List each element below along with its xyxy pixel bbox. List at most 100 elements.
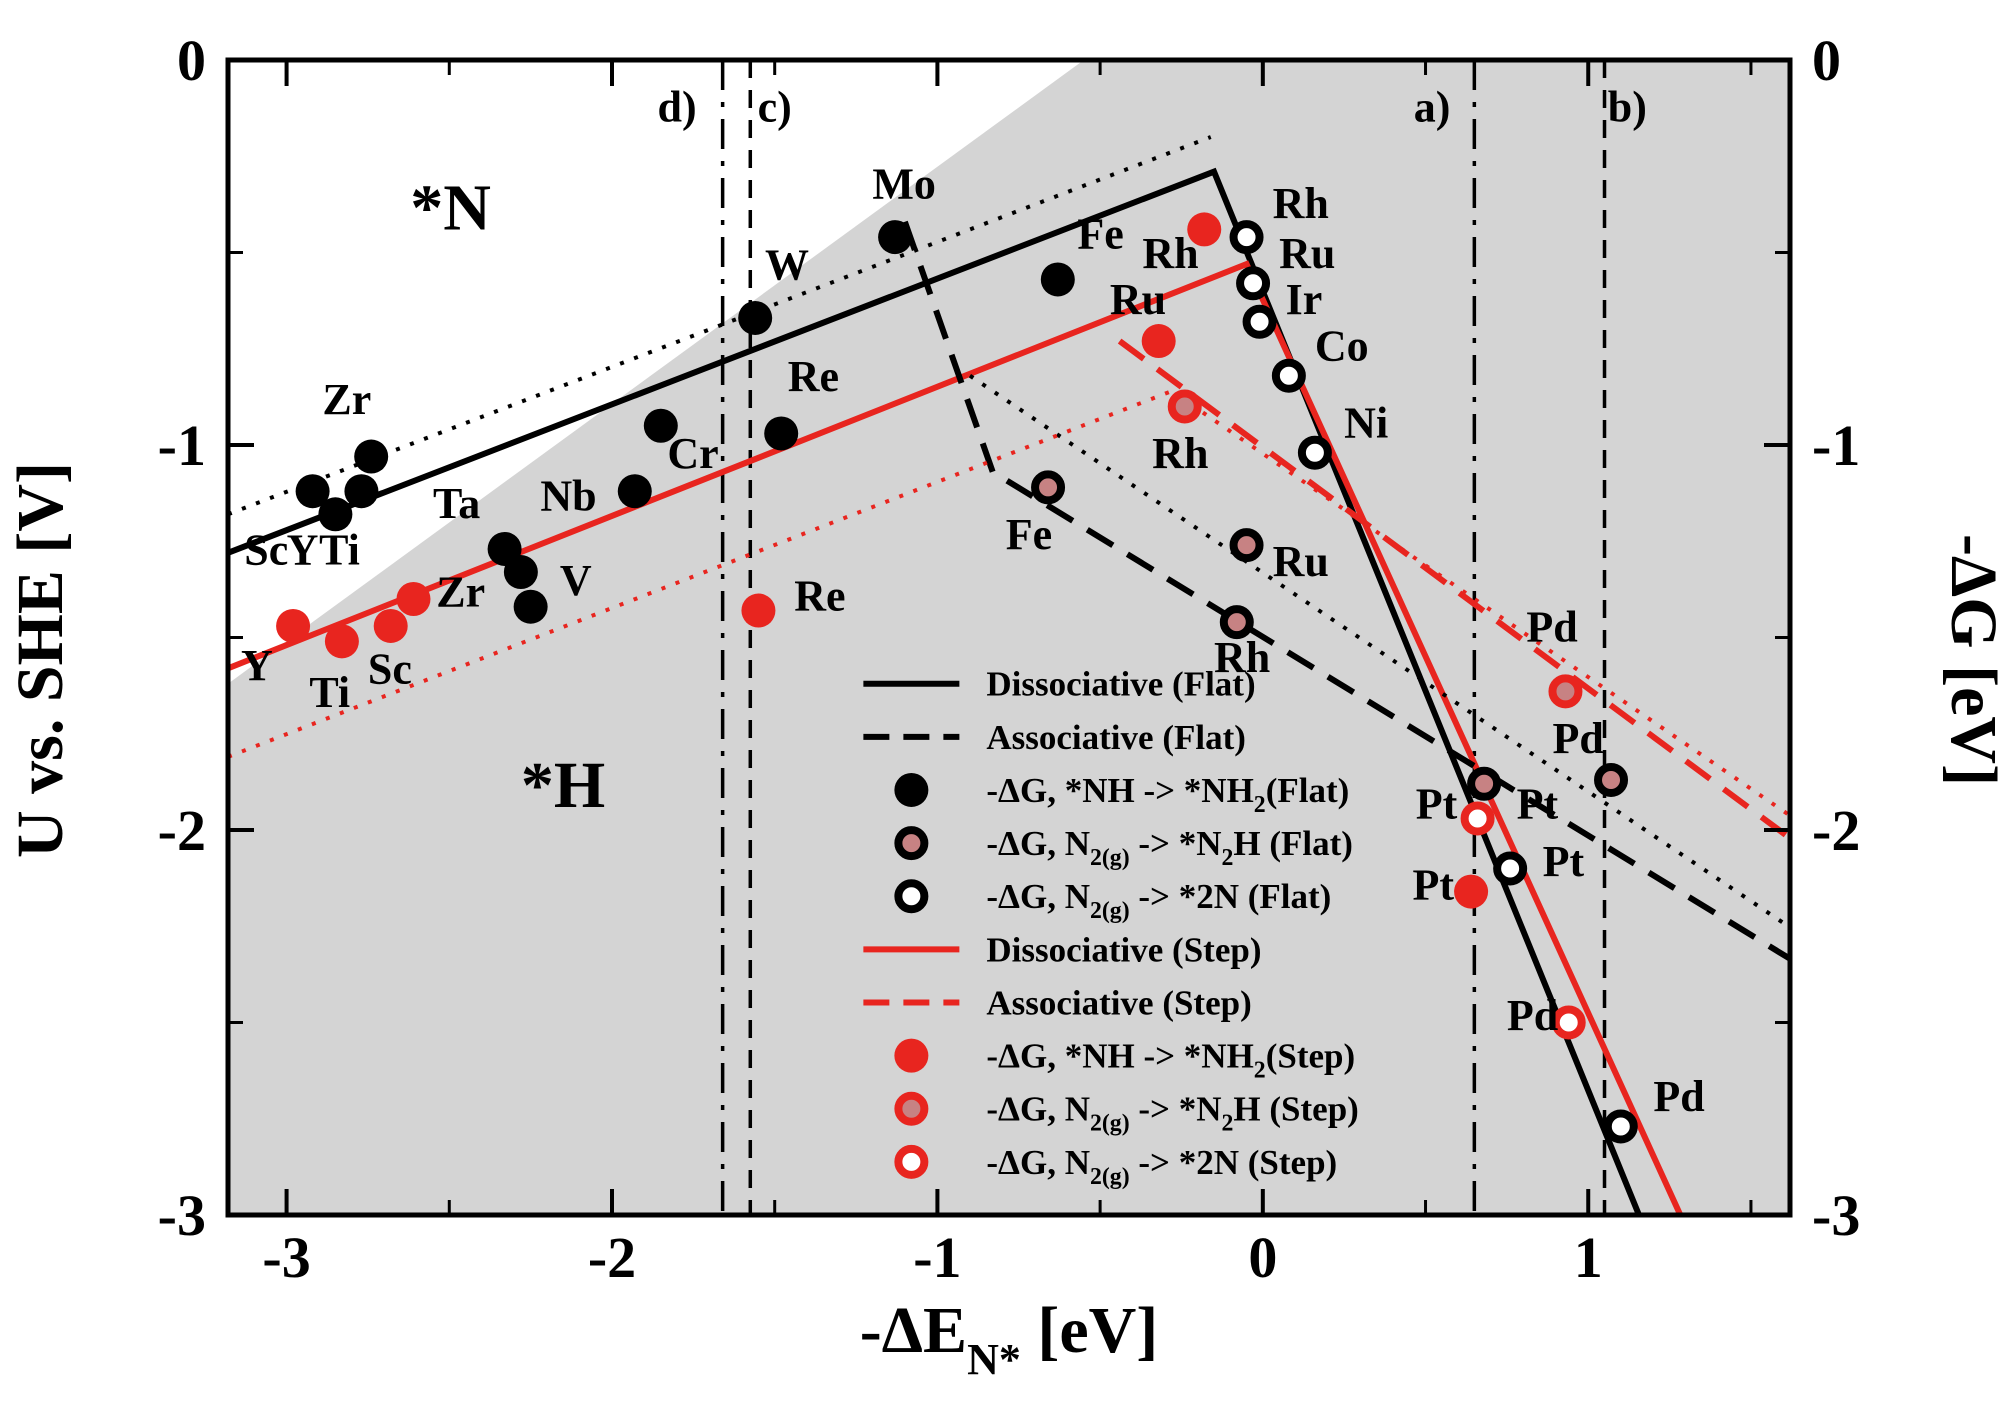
annotation-Ru: Ru [1279, 229, 1335, 278]
point-flat-2n-Co [1271, 358, 1306, 393]
y-axis-title-left: U vs. SHE [V] [4, 462, 77, 858]
point-flat-2n-Pd [1603, 1109, 1638, 1144]
point-flat-nh2-7 [643, 408, 678, 443]
legend-item-0: Dissociative (Flat) [863, 665, 1256, 704]
legend-item-9: -ΔG, N2(g) -> *2N (Step) [894, 1143, 1337, 1190]
legend-marker-filled [894, 772, 929, 807]
y-tick-label-right--2: -2 [1812, 798, 1860, 863]
point-flat-n2h-Pt [1467, 766, 1502, 801]
annotation-Rh: Rh [1214, 633, 1270, 682]
series-flat-n2h [1031, 470, 1629, 801]
legend: Dissociative (Flat) Associative (Flat) -ΔG… [863, 665, 1359, 1190]
point-flat-nh2-W [738, 300, 773, 335]
annotation-Pt: Pt [1413, 860, 1455, 909]
legend-item-6: Associative (Step) [863, 983, 1252, 1022]
annotation-Zr: Zr [322, 375, 371, 424]
y-tick-label-left--1: -1 [158, 413, 206, 478]
x-axis-title-sub: N* [967, 1335, 1021, 1384]
point-flat-2n-Pt [1493, 851, 1528, 886]
annotation-Pt: Pt [1416, 779, 1458, 828]
annotation-Pt: Pt [1543, 837, 1585, 886]
region-label-H: *H [521, 749, 605, 822]
x-tick-label-1: 1 [1574, 1225, 1603, 1290]
annotation-Pt: Pt [1517, 779, 1559, 828]
annotation-Ni: Ni [1344, 398, 1388, 447]
annotation-Ru: Ru [1273, 537, 1329, 586]
point-step-n2h-Pd [1548, 674, 1583, 709]
annotation-Mo: Mo [872, 160, 936, 209]
annotation-Pd: Pd [1507, 991, 1558, 1040]
annotation-Ir: Ir [1286, 275, 1323, 324]
line-scaling-flat-left [228, 135, 1212, 517]
line-associative-step [1117, 338, 1790, 842]
series-step-n2h [1167, 389, 1583, 709]
legend-marker-filled [894, 1038, 929, 1073]
series-step-2n [1460, 801, 1586, 1040]
point-step-2n-Pd [1551, 1005, 1586, 1040]
point-flat-2n-Ir [1242, 304, 1277, 339]
vline-label-d: d) [658, 83, 697, 132]
x-tick-label--1: -1 [913, 1225, 961, 1290]
point-flat-nh2-Mo [878, 220, 913, 255]
point-flat-n2h-Pd [1594, 762, 1629, 797]
y-tick-label-right-0: 0 [1812, 28, 1841, 93]
legend-label: Associative (Flat) [986, 718, 1246, 757]
annotation-Pd: Pd [1552, 714, 1603, 763]
point-step-2n-Pt [1460, 801, 1495, 836]
point-flat-nh2-Zr [354, 439, 389, 474]
point-flat-n2h-Fe [1031, 470, 1066, 505]
point-step-nh2-Re [741, 593, 776, 628]
vline-label-b: b) [1608, 83, 1647, 132]
point-flat-2n-Ni [1297, 435, 1332, 470]
legend-item-2: -ΔG, *NH -> *NH2(Flat) [894, 771, 1349, 818]
annotation-Cr: Cr [667, 429, 718, 478]
legend-label: Associative (Step) [986, 983, 1251, 1022]
vline-label-a: a) [1414, 83, 1451, 132]
line-scaling-flat-right [968, 374, 1790, 930]
series-flat-nh2 [295, 220, 1075, 624]
line-associative-flat [902, 220, 1790, 963]
legend-label: -ΔG, N2(g) -> *N2H (Step) [986, 1090, 1358, 1137]
annotation-Sc: Sc [244, 525, 288, 574]
legend-item-3: -ΔG, N2(g) -> *N2H (Flat) [894, 824, 1353, 871]
y-tick-label-left--2: -2 [158, 798, 206, 863]
annotation-Nb: Nb [540, 471, 596, 520]
point-step-nh2-Ti [324, 624, 359, 659]
annotation-Rh: Rh [1142, 229, 1198, 278]
y-tick-label-right--3: -3 [1812, 1183, 1860, 1248]
annotation-Rh: Rh [1273, 179, 1329, 228]
legend-item-8: -ΔG, N2(g) -> *N2H (Step) [894, 1090, 1359, 1137]
point-step-nh2-Zr [396, 582, 431, 616]
annotation-Ru: Ru [1110, 275, 1166, 324]
x-tick-label--3: -3 [262, 1225, 310, 1290]
point-flat-nh2-Cr [617, 474, 652, 509]
annotation-Re: Re [794, 572, 845, 621]
y-tick-label-left-0: 0 [177, 28, 206, 93]
legend-marker-ring-open [894, 879, 929, 914]
point-step-nh2-Rh [1187, 212, 1222, 247]
annotation-Sc: Sc [368, 645, 412, 694]
point-flat-2n-Ru [1236, 266, 1271, 301]
annotation-Rh: Rh [1152, 429, 1208, 478]
annotation-V: V [560, 556, 592, 605]
series-step-nh2 [276, 212, 1489, 909]
y-tick-label-right--1: -1 [1812, 413, 1860, 478]
point-step-nh2-Y [276, 608, 311, 643]
vline-label-c: c) [758, 83, 792, 132]
point-step-n2h-Rh [1167, 389, 1202, 424]
annotation-Ti: Ti [309, 668, 350, 717]
legend-label: -ΔG, N2(g) -> *2N (Flat) [986, 877, 1331, 924]
x-axis-title: -ΔEN* [eV] [860, 1294, 1159, 1384]
region-label-N: *N [410, 171, 491, 244]
x-tick-label-0: 0 [1248, 1225, 1277, 1290]
point-flat-nh2-Re [764, 416, 799, 451]
y-tick-label-left--3: -3 [158, 1183, 206, 1248]
series-flat-2n [1229, 220, 1638, 1144]
legend-item-5: Dissociative (Step) [863, 930, 1261, 969]
annotation-Y: Y [287, 525, 319, 574]
annotation-Co: Co [1315, 321, 1369, 370]
legend-marker-ring-open [894, 1144, 929, 1179]
legend-label: Dissociative (Step) [986, 930, 1261, 969]
